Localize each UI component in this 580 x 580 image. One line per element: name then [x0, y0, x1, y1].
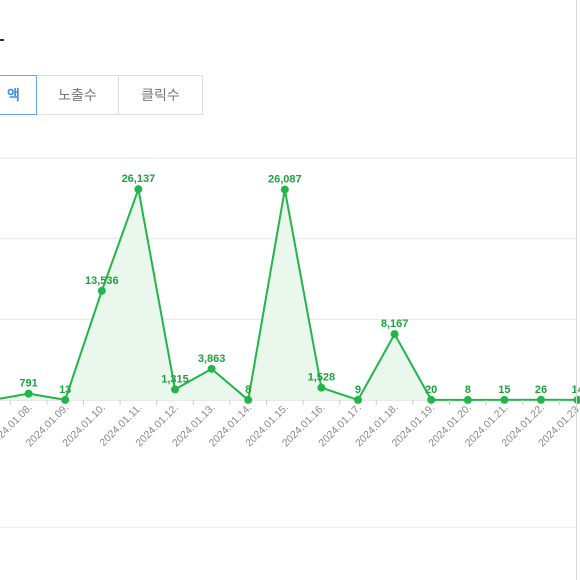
data-label: 13,536 [85, 275, 119, 287]
data-point [207, 364, 216, 373]
data-label: 26 [535, 384, 547, 396]
tab-amount[interactable]: 액 [0, 75, 37, 115]
data-point [171, 385, 179, 394]
data-point [390, 330, 399, 339]
data-label: 20 [425, 384, 437, 396]
data-point [354, 395, 362, 404]
data-label: 26,137 [122, 173, 156, 185]
data-point [317, 383, 326, 392]
data-label: 8 [245, 384, 251, 396]
tab-impressions[interactable]: 노출수 [37, 76, 119, 114]
data-label: 14 [571, 384, 580, 396]
metric-tab-bar: 액 노출수 클릭수 [0, 75, 203, 115]
area-fill [0, 189, 578, 400]
data-point [24, 389, 33, 398]
data-label: 791 [19, 378, 37, 390]
data-point [500, 395, 509, 404]
chart-area: 791 13 13,536 26,137 1,315 3,863 8 26,087 1,528 9… [0, 130, 580, 580]
data-label: 13 [59, 384, 71, 396]
data-point [244, 395, 253, 404]
data-point [537, 395, 545, 404]
data-label: 15 [498, 384, 510, 396]
data-point [463, 395, 472, 404]
data-point [97, 286, 106, 295]
data-label: 3,863 [198, 353, 226, 365]
data-point [134, 185, 143, 194]
data-label: 9 [355, 384, 361, 396]
data-label: 1,315 [161, 373, 189, 385]
data-label: 8,167 [381, 318, 409, 330]
data-point [427, 395, 436, 404]
header-dash [0, 39, 4, 41]
data-label: 26,087 [268, 174, 302, 186]
data-label: 1,528 [308, 372, 336, 384]
data-point [61, 395, 70, 404]
bottom-divider [0, 527, 576, 528]
tab-clicks[interactable]: 클릭수 [119, 76, 202, 114]
data-label: 8 [465, 384, 471, 396]
line-chart: 791 13 13,536 26,137 1,315 3,863 8 26,087 1,528 9… [0, 157, 580, 449]
data-point [280, 185, 289, 194]
panel-right-border [576, 0, 577, 580]
